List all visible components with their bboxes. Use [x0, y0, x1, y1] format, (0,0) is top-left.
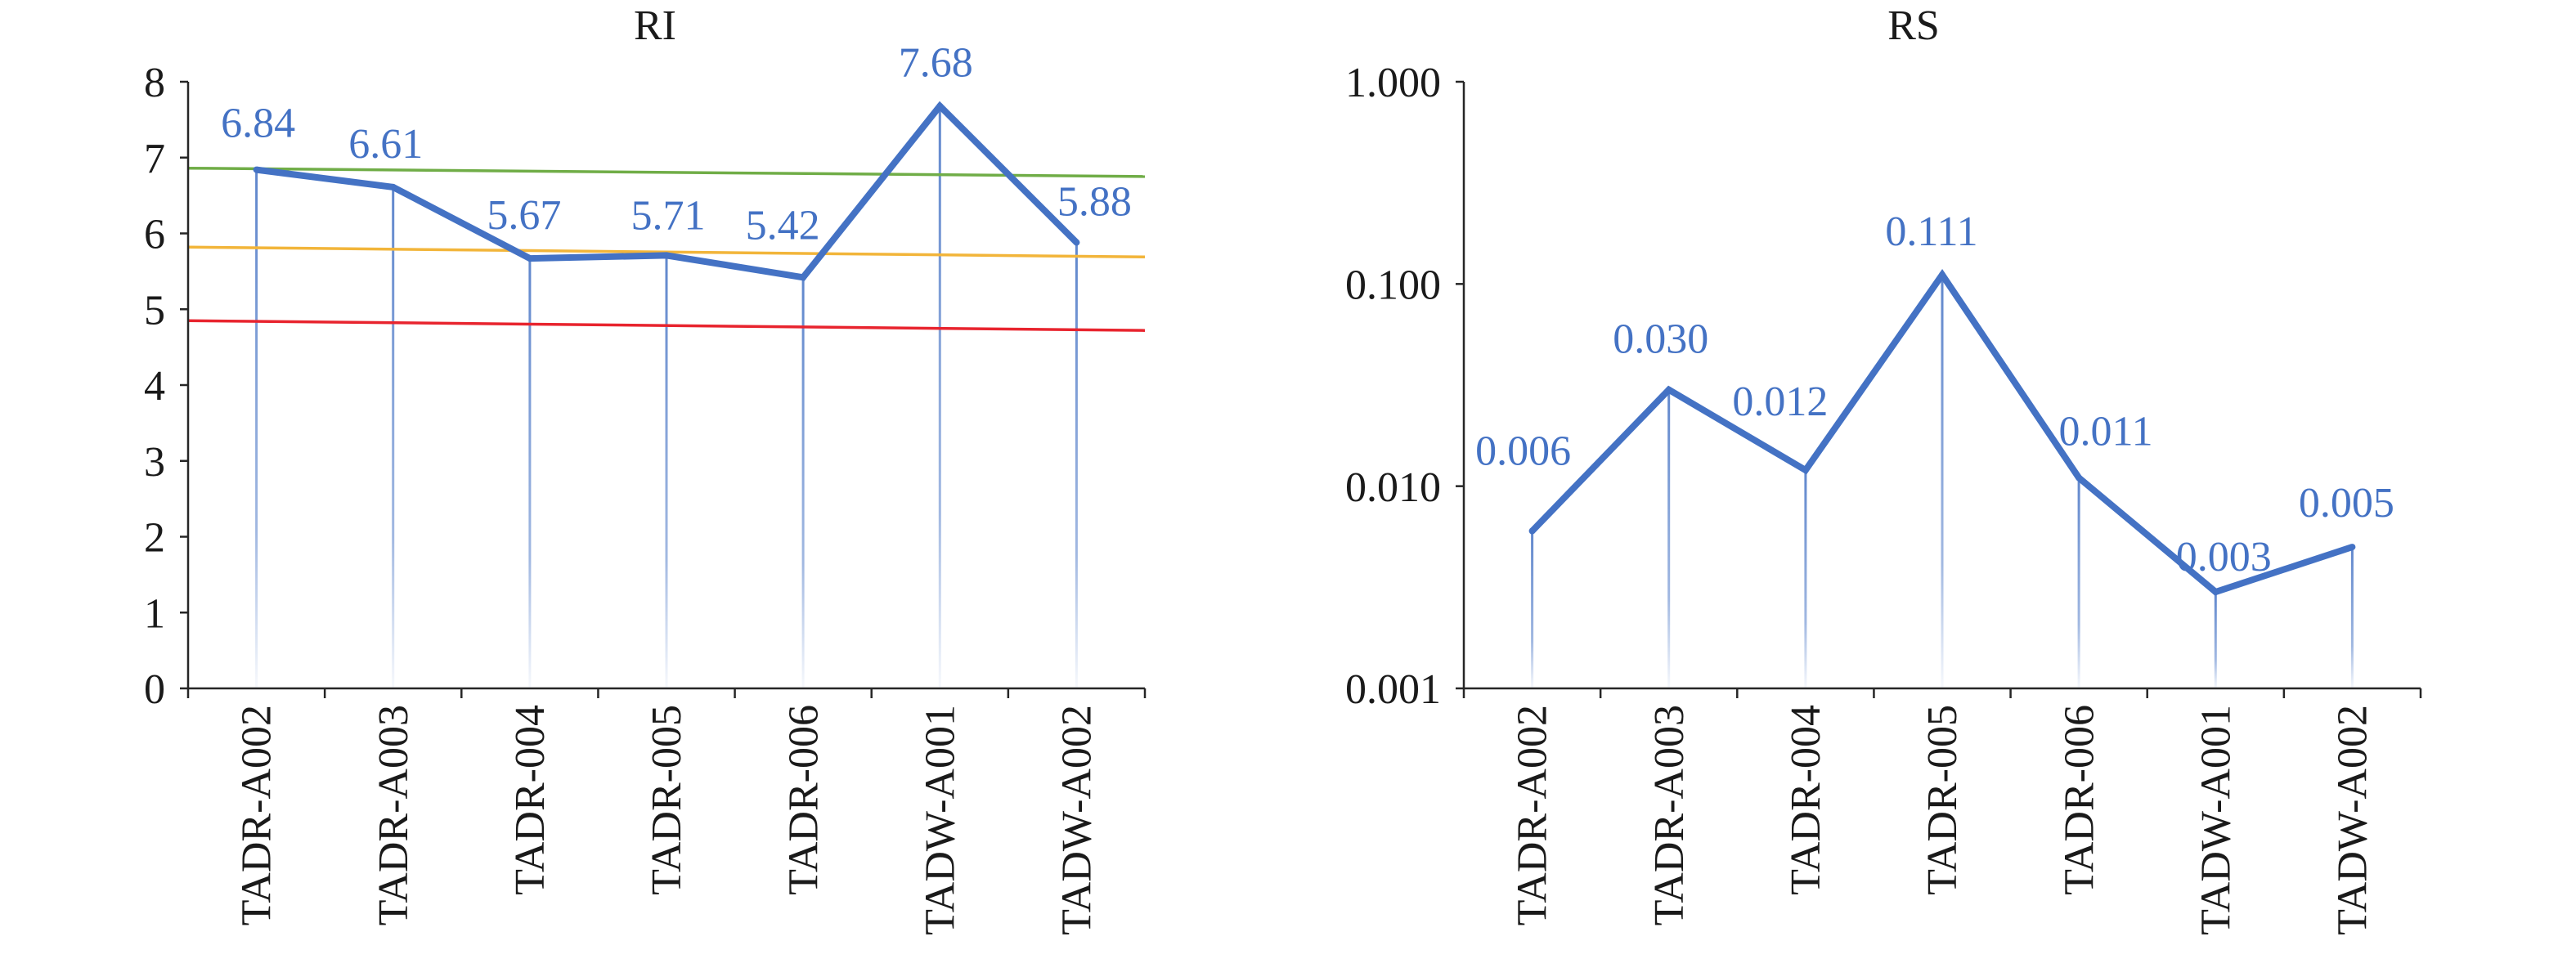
- ri-drop-line-3: [665, 255, 668, 688]
- rs-x-tick-label-3: TADR-005: [1919, 705, 1966, 895]
- ri-y-tick-label-0: 0: [144, 666, 165, 713]
- ri-data-point-0: [253, 166, 260, 173]
- ri-y-tick-label-8: 8: [144, 60, 165, 106]
- ri-drop-lines: [255, 105, 1078, 689]
- rs-data-point-0: [1528, 527, 1536, 535]
- rs-drop-line-6: [2350, 547, 2354, 688]
- ri-data-point-2: [526, 255, 533, 262]
- rs-y-tick-label-2: 0.100: [1345, 262, 1441, 309]
- rs-drop-lines: [1531, 275, 2354, 688]
- rs-drop-line-4: [2077, 477, 2080, 688]
- ri-y-tick-label-2: 2: [144, 515, 165, 562]
- rs-data-label-1: 0.030: [1613, 316, 1708, 363]
- ri-x-tick-label-3: TADR-005: [644, 705, 690, 895]
- rs-drop-line-2: [1804, 470, 1807, 688]
- ri-data-label-4: 5.42: [746, 202, 820, 249]
- ri-drop-line-1: [392, 186, 395, 688]
- rs-data-label-6: 0.005: [2299, 480, 2394, 527]
- ri-y-tick-label-1: 1: [144, 591, 165, 638]
- ri-x-tick-label-5: TADW-A001: [917, 705, 963, 935]
- ri-reference-line-2: [187, 319, 1146, 332]
- rs-x-tick-label-6: TADW-A002: [2330, 705, 2376, 935]
- ri-y-tick-label-3: 3: [144, 439, 165, 486]
- ri-data-point-1: [389, 183, 397, 190]
- ri-data-point-6: [1073, 239, 1080, 246]
- rs-x-axis: TADR-A002 TADR-A003 TADR-004 TADR-005 TADR-0…: [1462, 687, 2422, 935]
- ri-reference-line-1: [187, 245, 1146, 259]
- ri-drop-line-2: [528, 258, 532, 689]
- ri-data-label-3: 5.71: [631, 192, 706, 239]
- rs-x-tick-label-2: TADR-004: [1783, 705, 1829, 895]
- rs-y-tick-label-3: 1.000: [1345, 60, 1441, 106]
- ri-y-axis: 0 1 2 3 4 5 6 7 8: [144, 60, 190, 713]
- rs-y-tick-label-0: 0.001: [1345, 666, 1441, 713]
- rs-x-tick-label-5: TADW-A001: [2192, 705, 2239, 935]
- rs-data-point-3: [1939, 271, 1945, 279]
- ri-x-axis: TADR-A002 TADR-A003 TADR-004 TADR-005 TADR-0…: [186, 687, 1147, 935]
- ri-y-tick-label-6: 6: [144, 212, 165, 258]
- ri-data-label-0: 6.84: [221, 101, 295, 147]
- ri-data-point-4: [800, 274, 807, 281]
- rs-data-label-4: 0.011: [2059, 408, 2153, 455]
- rs-data-labels: 0.006 0.030 0.012 0.111 0.011 0.003 0.005: [1475, 208, 2394, 580]
- ri-reference-line-0: [187, 166, 1146, 178]
- ri-data-label-1: 6.61: [348, 121, 423, 168]
- ri-drop-line-0: [255, 169, 258, 689]
- rs-series: [1528, 269, 2356, 596]
- rs-x-tick-label-0: TADR-A002: [1510, 705, 1556, 925]
- rs-y-axis: 0.001 0.010 0.100 1.000: [1345, 60, 1465, 713]
- rs-data-point-5: [2212, 589, 2219, 595]
- rs-drop-line-1: [1667, 389, 1671, 688]
- rs-chart-title: RS: [1887, 2, 1940, 49]
- ri-y-tick-label-4: 4: [144, 363, 165, 410]
- ri-drop-line-4: [801, 277, 805, 688]
- ri-drop-line-6: [1075, 242, 1078, 689]
- ri-reference-lines: [187, 166, 1146, 332]
- rs-data-point-1: [1665, 386, 1672, 393]
- rs-x-tick-label-1: TADR-A003: [1646, 705, 1693, 925]
- ri-x-tick-label-2: TADR-004: [507, 705, 554, 895]
- ri-x-tick-label-4: TADR-006: [780, 705, 827, 895]
- ri-x-tick-label-1: TADR-A003: [370, 705, 417, 925]
- rs-drop-line-5: [2214, 592, 2217, 688]
- ri-data-labels: 6.84 6.61 5.67 5.71 5.42 7.68 5.88: [221, 40, 1132, 249]
- rs-x-tick-label-4: TADR-006: [2056, 705, 2103, 895]
- ri-data-label-5: 7.68: [899, 40, 973, 87]
- ri-data-point-5: [936, 102, 944, 110]
- ri-x-tick-label-6: TADW-A002: [1054, 705, 1101, 935]
- rs-drop-line-0: [1531, 531, 1534, 688]
- rs-data-label-2: 0.012: [1732, 379, 1828, 425]
- rs-drop-line-3: [1941, 275, 1944, 688]
- ri-data-label-6: 5.88: [1057, 179, 1132, 226]
- rs-data-label-5: 0.003: [2176, 534, 2272, 580]
- ri-y-tick-label-7: 7: [144, 136, 165, 182]
- ri-chart-title: RI: [634, 2, 676, 49]
- rs-data-label-3: 0.111: [1885, 208, 1977, 255]
- rs-y-tick-label-1: 0.010: [1345, 464, 1441, 511]
- ri-x-tick-label-0: TADR-A002: [234, 705, 280, 925]
- rs-data-point-4: [2076, 474, 2083, 482]
- ri-drop-line-5: [938, 105, 941, 688]
- ri-series: [253, 101, 1080, 281]
- ri-y-tick-label-5: 5: [144, 287, 165, 334]
- rs-data-label-0: 0.006: [1475, 428, 1571, 475]
- rs-data-point-2: [1802, 467, 1809, 474]
- ri-data-point-3: [663, 252, 670, 259]
- rs-data-point-6: [2349, 544, 2356, 551]
- ri-data-label-2: 5.67: [487, 192, 561, 239]
